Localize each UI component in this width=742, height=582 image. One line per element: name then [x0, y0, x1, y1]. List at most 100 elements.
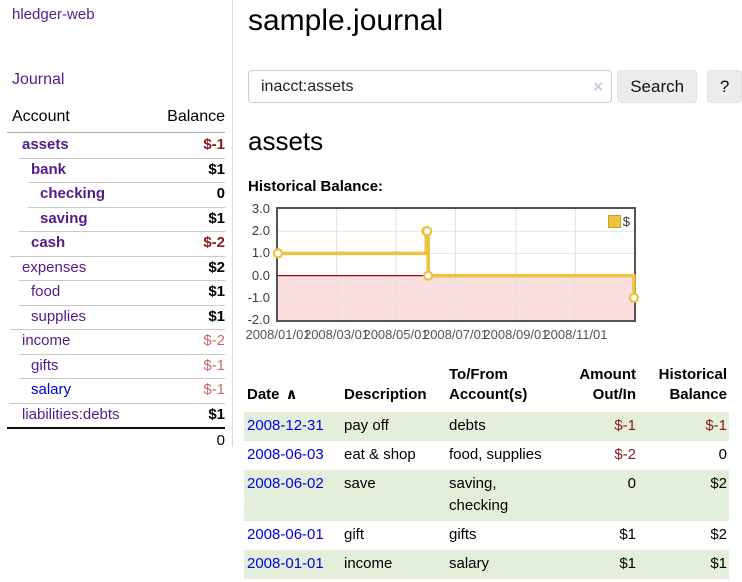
transaction-row: 2008-06-01 gift gifts $1 $2: [244, 521, 729, 550]
account-row: gifts $-1: [7, 353, 225, 378]
y-axis-label: -1.0: [247, 289, 270, 305]
account-row: assets $-1: [7, 133, 225, 158]
sidebar-account-gifts[interactable]: gifts: [31, 356, 59, 374]
x-axis-label: 2008/07/01: [422, 327, 489, 342]
sidebar-account-food[interactable]: food: [31, 283, 61, 300]
sort-asc-icon: ∧: [285, 386, 298, 403]
transaction-description: gift: [344, 526, 365, 543]
app-title-link[interactable]: hledger-web: [12, 6, 95, 23]
transaction-amount: $1: [619, 555, 636, 572]
transaction-date-link[interactable]: 2008-06-02: [247, 475, 324, 492]
legend-label: $: [622, 214, 630, 229]
transaction-date-cell: 2008-06-03: [244, 441, 341, 470]
account-balance: $1: [208, 405, 225, 423]
transaction-description: save: [344, 475, 376, 492]
chart-plot-area: $: [272, 207, 640, 322]
search-input[interactable]: [248, 70, 612, 103]
account-heading: assets: [248, 126, 324, 156]
account-balance: $1: [208, 160, 225, 178]
y-axis-label: -2.0: [247, 312, 270, 327]
sidebar-account-assets[interactable]: assets: [22, 136, 69, 153]
transaction-date-cell: 2008-12-31: [244, 412, 341, 441]
search-button[interactable]: Search: [617, 70, 698, 103]
account-balance: $1: [208, 283, 225, 300]
x-axis-label: 2008/01/01: [245, 327, 311, 342]
account-balance: $1: [208, 209, 225, 227]
chart-legend: $: [607, 214, 630, 229]
sidebar-divider: [232, 0, 233, 447]
main-content: sample.journal × Search ? assets Histori…: [233, 0, 742, 582]
accounts-table: Account Balance assets $-1 bank $1 checking 0…: [7, 106, 225, 451]
page-title: sample.journal: [248, 4, 444, 37]
register-header-to-from-account-s-: To/From Account(s): [449, 366, 528, 403]
transaction-date-link[interactable]: 2008-01-01: [247, 555, 324, 572]
sidebar-account-income[interactable]: income: [22, 332, 71, 349]
x-axis-label: 2008/09/01: [483, 327, 549, 342]
transaction-balance: $-1: [705, 417, 727, 434]
sidebar-account-cash[interactable]: cash: [31, 234, 66, 251]
account-row: food $1: [7, 280, 225, 305]
chart-canvas: [272, 209, 640, 320]
sidebar-item-journal[interactable]: Journal: [12, 71, 65, 88]
transaction-date-link[interactable]: 2008-12-31: [247, 417, 324, 434]
register-header-date[interactable]: Date ∧: [247, 386, 298, 403]
sidebar-account-salary[interactable]: salary: [31, 381, 72, 398]
register-table: Date ∧ Description To/From Account(s) Amount…: [244, 365, 729, 579]
transaction-description: pay off: [344, 417, 389, 434]
transaction-accounts: saving, checking: [449, 475, 509, 514]
accounts-rows: assets $-1 bank $1 checking 0 saving $1 cash $-2 e…: [7, 133, 225, 427]
account-row: bank $1: [7, 157, 225, 182]
account-balance: $-1: [203, 381, 225, 398]
transaction-amount: 0: [627, 475, 636, 492]
transaction-row: 2008-06-03 eat & shop food, supplies $-2 0: [244, 441, 729, 470]
accounts-table-header: Account Balance: [7, 106, 225, 133]
y-axis-label: 3.0: [251, 201, 270, 216]
sidebar-account-bank[interactable]: bank: [31, 160, 67, 178]
transaction-balance: $2: [710, 475, 727, 492]
sidebar-account-saving[interactable]: saving: [40, 209, 88, 227]
transaction-accounts: food, supplies: [449, 446, 542, 463]
sidebar-account-supplies[interactable]: supplies: [31, 307, 87, 325]
x-axis-label: 2008/11/01: [543, 327, 608, 342]
chart-title: Historical Balance:: [248, 178, 384, 195]
transaction-accounts: debts: [449, 417, 486, 434]
transaction-balance: $1: [710, 555, 727, 572]
search-form: × Search ?: [248, 70, 742, 103]
y-axis-label: 0.0: [251, 267, 270, 283]
transaction-date-cell: 2008-06-02: [244, 470, 341, 521]
transaction-accounts: gifts: [449, 526, 477, 543]
account-balance: $-2: [203, 234, 225, 251]
transaction-accounts: salary: [449, 555, 490, 572]
account-row: expenses $2: [7, 255, 225, 280]
account-balance: $-1: [203, 136, 225, 153]
sidebar-account-checking[interactable]: checking: [40, 185, 106, 202]
help-button[interactable]: ?: [707, 70, 742, 103]
sidebar-account-liabilities-debts[interactable]: liabilities:debts: [22, 405, 120, 423]
transaction-amount: $1: [619, 526, 636, 543]
transaction-balance: $2: [710, 526, 727, 543]
account-row: supplies $1: [7, 304, 225, 329]
transaction-date-link[interactable]: 2008-06-03: [247, 446, 324, 463]
clear-search-icon[interactable]: ×: [593, 77, 603, 96]
account-row: checking 0: [7, 182, 225, 207]
legend-swatch-icon: [607, 215, 621, 228]
transaction-date-link[interactable]: 2008-06-01: [247, 526, 324, 543]
account-balance: $-2: [203, 332, 225, 349]
transaction-description: eat & shop: [344, 446, 416, 463]
account-balance: 0: [216, 185, 225, 202]
register-header-amount-out-in: Amount Out/In: [579, 366, 636, 403]
transaction-date-cell: 2008-01-01: [244, 550, 341, 579]
account-row: salary $-1: [7, 378, 225, 403]
register-header-historical-balance: Historical Balance: [658, 366, 727, 403]
account-balance: $1: [208, 307, 225, 325]
sidebar-account-expenses[interactable]: expenses: [22, 258, 87, 276]
account-row: saving $1: [7, 206, 225, 231]
y-axis-label: 1.0: [251, 245, 270, 261]
register-header-row: Date ∧ Description To/From Account(s) Amount…: [244, 365, 729, 412]
transaction-row: 2008-06-02 save saving, checking 0 $2: [244, 470, 729, 521]
transaction-balance: 0: [718, 446, 727, 463]
transaction-amount: $-1: [614, 417, 636, 434]
transaction-description: income: [344, 555, 393, 572]
transaction-row: 2008-01-01 income salary $1 $1: [244, 550, 729, 579]
